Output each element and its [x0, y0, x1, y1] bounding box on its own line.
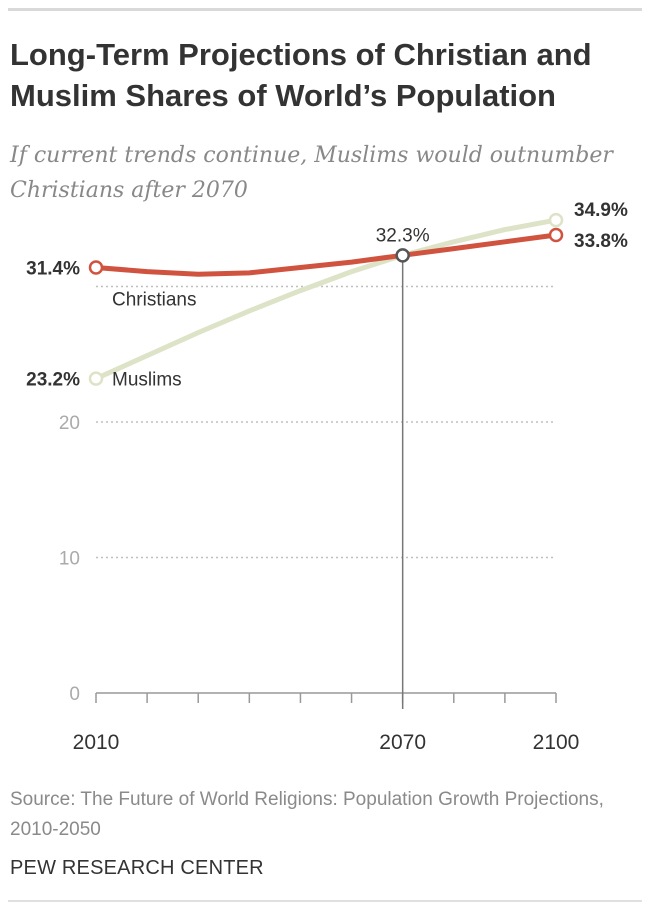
x-axis: 2010 2070 2100 — [73, 255, 580, 754]
y-tick-label-10: 10 — [59, 549, 80, 570]
top-rule — [8, 8, 642, 11]
x-tick-label-2070: 2070 — [379, 731, 426, 754]
christians-marker-2010 — [88, 260, 104, 275]
y-tick-label-0: 0 — [69, 684, 80, 705]
bottom-rule — [8, 900, 642, 902]
crossover-marker — [395, 248, 410, 263]
x-tick-label-2100: 2100 — [533, 731, 580, 754]
muslims-marker-2100 — [548, 212, 564, 228]
crossover-label: 32.3% — [376, 225, 430, 246]
christians-marker-2100 — [548, 227, 564, 243]
muslims-start-label: 23.2% — [26, 370, 80, 391]
muslims-series-label: Muslims — [112, 370, 182, 391]
series-lines — [93, 217, 559, 382]
muslims-line — [93, 217, 559, 382]
christians-end-label: 33.8% — [574, 231, 628, 252]
muslims-marker-2010 — [88, 371, 104, 386]
chart-subtitle: If current trends continue, Muslims woul… — [10, 143, 613, 203]
x-tick-label-2010: 2010 — [73, 731, 120, 754]
data-markers — [88, 212, 564, 386]
christians-start-label: 31.4% — [26, 259, 80, 280]
chart-title: Long-Term Projections of Christian and M… — [10, 37, 592, 113]
brand-name: PEW RESEARCH CENTER — [10, 857, 264, 879]
christians-series-label: Christians — [112, 290, 196, 311]
muslims-end-label: 34.9% — [574, 200, 628, 221]
data-labels: 31.4% 23.2% 34.9% 33.8% 32.3% Christians Musli… — [26, 200, 628, 391]
y-tick-label-20: 20 — [59, 413, 80, 434]
source-note: Source: The Future of World Religions: P… — [10, 789, 604, 840]
grid-lines: 0 10 20 — [59, 285, 556, 705]
christians-line — [93, 232, 559, 277]
